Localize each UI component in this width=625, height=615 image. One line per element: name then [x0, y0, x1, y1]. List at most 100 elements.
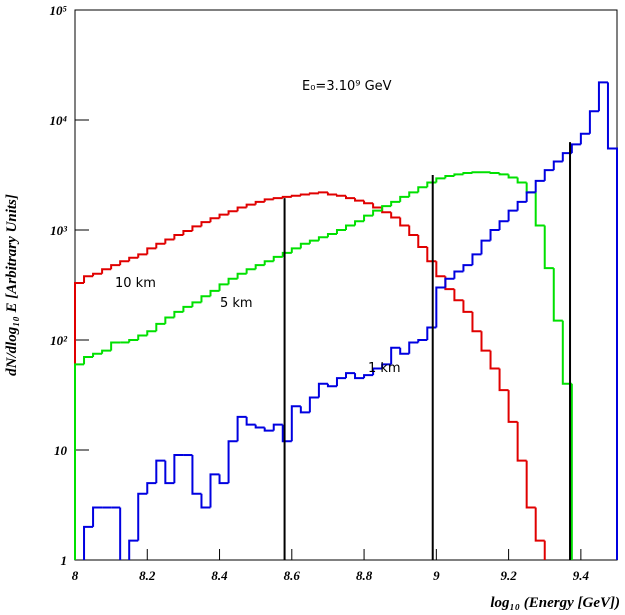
bin [164, 460, 175, 485]
x-tick-label: 8.2 [139, 568, 156, 583]
bin [209, 289, 220, 297]
bin [191, 301, 202, 307]
bin [525, 460, 536, 509]
bin [164, 316, 175, 324]
bin [236, 206, 247, 212]
bin [345, 195, 356, 200]
bin [390, 200, 401, 207]
bin [101, 349, 112, 354]
bin [381, 363, 392, 369]
bin [417, 235, 428, 249]
bin [444, 174, 455, 179]
bin [155, 322, 166, 332]
bin [209, 217, 220, 223]
bin [254, 264, 265, 270]
bin [308, 192, 319, 195]
bin [543, 225, 554, 270]
y-axis-label: dN/dlog₁₀ E [Arbitrary Units] [4, 194, 20, 376]
bin [552, 160, 563, 171]
bin [507, 174, 518, 179]
bin [155, 242, 166, 249]
bin [435, 261, 446, 278]
bin [254, 200, 265, 205]
bin [552, 268, 563, 322]
bin [588, 110, 599, 134]
bin [525, 182, 536, 194]
bin [471, 253, 482, 266]
bin [173, 234, 184, 240]
bin [372, 367, 383, 376]
bin [218, 283, 229, 291]
bin [453, 173, 464, 176]
bin [83, 356, 94, 365]
bin [516, 177, 527, 184]
bin [480, 239, 491, 255]
bin [480, 331, 491, 352]
bin [453, 289, 464, 302]
bin [498, 368, 509, 392]
bin [363, 200, 374, 205]
bin [345, 372, 356, 379]
bin [326, 383, 337, 388]
bin [128, 539, 139, 560]
x-tick-label: 9 [433, 568, 440, 583]
bin [471, 311, 482, 333]
bin [597, 81, 608, 112]
bin [435, 177, 446, 183]
bin [317, 191, 328, 194]
bin [570, 143, 581, 154]
bin [155, 459, 166, 484]
bin [227, 277, 238, 285]
bin [74, 281, 85, 560]
bin [227, 210, 238, 215]
bin [74, 363, 85, 560]
bin [92, 506, 103, 527]
x-tick-label: 8 [72, 568, 79, 583]
bin [290, 247, 301, 253]
bin [290, 405, 301, 442]
bin [525, 191, 536, 202]
bin [92, 352, 103, 358]
bin [354, 220, 365, 226]
bin [453, 270, 464, 279]
bin [182, 229, 193, 236]
bin [281, 251, 292, 257]
bin [435, 286, 446, 328]
y-tick-label: 10² [50, 333, 68, 348]
bin [462, 264, 473, 272]
x-tick-label: 8.4 [211, 568, 228, 583]
bin [200, 221, 211, 227]
annotation: E₀=3.10⁹ GeV [302, 79, 392, 94]
x-axis-label: log₁₀ (Energy [GeV]) [490, 595, 620, 611]
bin [471, 171, 482, 174]
bin [462, 171, 473, 175]
bin [290, 194, 301, 197]
bin [92, 272, 103, 277]
bin [83, 275, 94, 283]
bin [299, 242, 310, 249]
bin [489, 350, 500, 370]
bin [218, 474, 229, 485]
bin [408, 191, 419, 197]
y-tick-label: 10³ [50, 223, 68, 238]
bin [128, 339, 139, 343]
bin [417, 339, 428, 343]
bin [507, 390, 518, 423]
bin [263, 198, 274, 202]
bin [227, 440, 238, 484]
bin [516, 200, 527, 211]
y-tick-label: 10⁴ [49, 113, 67, 128]
y-tick-label: 10⁵ [49, 3, 67, 18]
bin [281, 195, 292, 199]
bin [354, 373, 365, 380]
bin [182, 305, 193, 312]
bin [326, 232, 337, 238]
bin [245, 203, 256, 208]
bin [381, 207, 392, 214]
bin [200, 493, 211, 509]
bin [308, 239, 319, 244]
bin [191, 225, 202, 231]
bin [254, 424, 265, 429]
bin [335, 194, 346, 197]
